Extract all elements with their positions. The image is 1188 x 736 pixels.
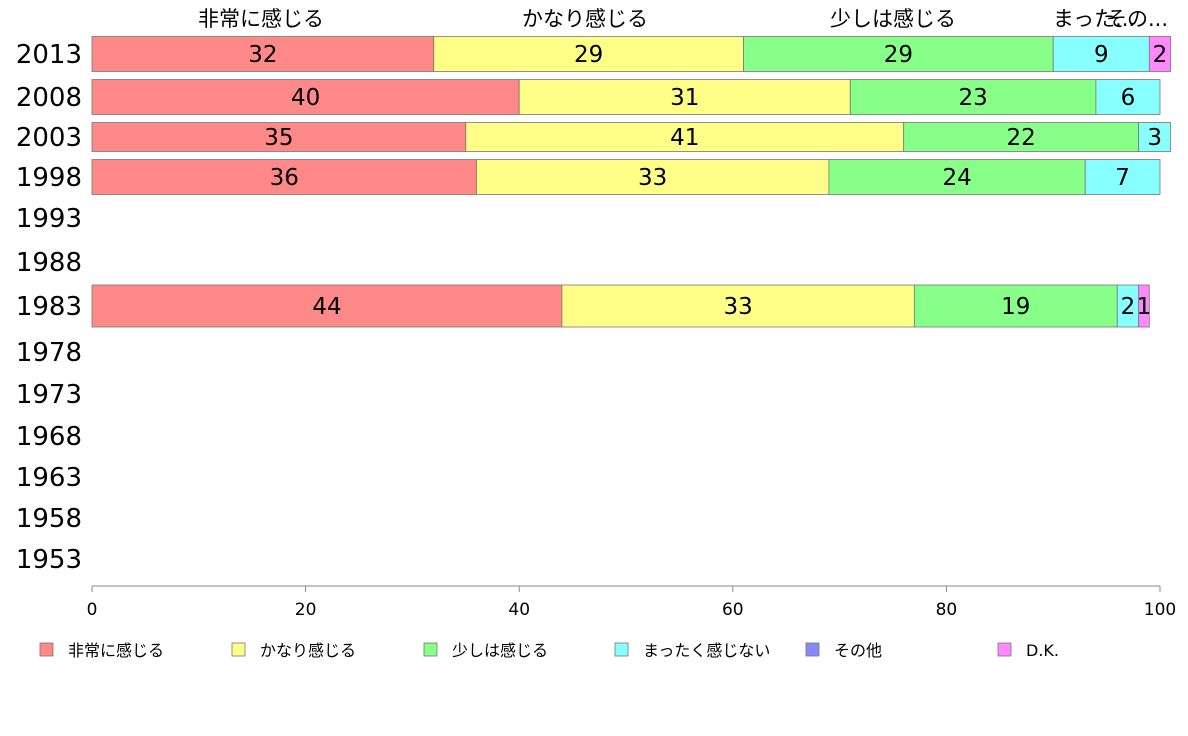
legend-label: その他 — [834, 641, 882, 660]
legend-swatch — [423, 642, 438, 657]
column-header: 非常に感じる — [198, 7, 324, 31]
bar-segment — [561, 284, 915, 328]
bar-value-label: 29 — [574, 42, 603, 68]
legend-label: かなり感じる — [260, 641, 356, 660]
x-axis: 0 20 40 60 80 100 — [87, 585, 1176, 620]
bar-value-label: 24 — [942, 165, 971, 191]
legend-swatch — [614, 642, 629, 657]
bar-segment — [91, 284, 563, 328]
x-tick-label: 80 — [936, 600, 958, 620]
y-tick-label: 1973 — [16, 380, 82, 410]
column-headers: 非常に感じる かなり感じる 少しは感じる まった...その... — [198, 7, 1168, 31]
bar-value-label: 44 — [312, 294, 341, 320]
legend-swatch — [805, 642, 820, 657]
x-tick-label: 20 — [295, 600, 317, 620]
x-tick-label: 100 — [1144, 600, 1176, 620]
y-tick-label: 1953 — [16, 545, 82, 575]
bar-value-label: 9 — [1094, 42, 1109, 68]
bar-value-label: 40 — [291, 85, 320, 111]
bar-segment — [1052, 36, 1150, 72]
y-tick-label: 2013 — [16, 40, 82, 70]
bar-value-label: 19 — [1001, 294, 1030, 320]
bar-value-label: 29 — [884, 42, 913, 68]
x-tick-label: 40 — [508, 600, 530, 620]
bar-value-label: 36 — [270, 165, 299, 191]
column-header: その... — [1106, 7, 1168, 31]
bar-value-label: 7 — [1115, 165, 1130, 191]
bar-segment — [1138, 284, 1150, 328]
bar-value-label: 41 — [670, 125, 699, 151]
x-tick-label: 60 — [722, 600, 744, 620]
legend-label: まったく感じない — [643, 641, 770, 660]
bar-value-label: 2 — [1121, 294, 1136, 320]
bar-segment — [1095, 79, 1161, 115]
bar-value-label: 6 — [1121, 85, 1136, 111]
legend-swatch — [997, 642, 1012, 657]
bar-segment — [518, 79, 851, 115]
y-tick-label: 1993 — [16, 204, 82, 234]
bar-value-label: 33 — [723, 294, 752, 320]
bar-segment — [1084, 159, 1161, 195]
legend-swatch — [39, 642, 54, 657]
bar-value-label: 31 — [670, 85, 699, 111]
y-tick-label: 1958 — [16, 504, 82, 534]
bar-value-label: 3 — [1147, 125, 1162, 151]
bar-segment — [91, 122, 467, 152]
y-tick-label: 1983 — [16, 292, 82, 322]
bar-value-label: 32 — [248, 42, 277, 68]
bar-segment — [1148, 36, 1172, 72]
bar-segment — [465, 122, 905, 152]
bar-value-label: 23 — [958, 85, 987, 111]
legend-swatch — [231, 642, 246, 657]
y-tick-label: 1998 — [16, 163, 82, 193]
column-header: まった... — [1053, 7, 1135, 31]
legend-label: 非常に感じる — [68, 641, 164, 660]
y-tick-label: 1978 — [16, 338, 82, 368]
bar-segment — [476, 159, 830, 195]
column-header: 少しは感じる — [830, 7, 956, 31]
bar-value-label: 22 — [1007, 125, 1036, 151]
legend-label: D.K. — [1026, 641, 1059, 660]
bar-segment — [91, 36, 435, 72]
bar-segment — [433, 36, 744, 72]
legend: 非常に感じる かなり感じる 少しは感じる まったく感じない その他 D.K. — [39, 641, 1059, 660]
bar-segment — [849, 79, 1097, 115]
y-tick-label: 2003 — [16, 123, 82, 153]
bar-segment — [903, 122, 1140, 152]
y-tick-label: 1988 — [16, 248, 82, 278]
bar-value-label: 2 — [1153, 42, 1168, 68]
bar-value-label: 1 — [1137, 294, 1152, 320]
y-tick-label: 2008 — [16, 83, 82, 113]
bar-segment — [743, 36, 1054, 72]
x-tick-label: 0 — [87, 600, 98, 620]
y-axis-tick-labels: 2013 2008 2003 1998 1993 1988 1983 1978 1973 1968… — [16, 40, 82, 575]
bar-segment — [91, 79, 520, 115]
column-header: かなり感じる — [522, 7, 648, 31]
y-tick-label: 1963 — [16, 463, 82, 493]
bar-value-label: 33 — [638, 165, 667, 191]
bar-value-label: 35 — [264, 125, 293, 151]
y-tick-label: 1968 — [16, 422, 82, 452]
bars: 32 29 29 9 240 31 23 635 41 22 336 33 24 744 33 19 2 1 — [91, 36, 1172, 328]
legend-label: 少しは感じる — [452, 641, 548, 660]
bar-segment — [91, 159, 477, 195]
bar-segment — [1138, 122, 1172, 152]
